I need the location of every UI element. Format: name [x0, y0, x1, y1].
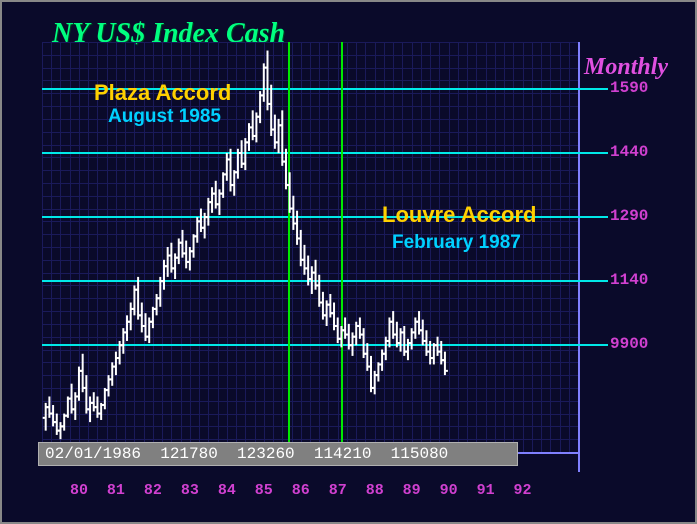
chart-frame: NY US$ Index Cash 9900114012901440159080… [0, 0, 697, 524]
annotation: August 1985 [108, 106, 221, 128]
annotation: Monthly [584, 54, 668, 81]
status-bar: 02/01/1986 121780 123260 114210 115080 [38, 442, 518, 466]
annotation: February 1987 [392, 232, 521, 254]
annotation: Louvre Accord [382, 202, 536, 228]
annotation: Plaza Accord [94, 80, 231, 106]
